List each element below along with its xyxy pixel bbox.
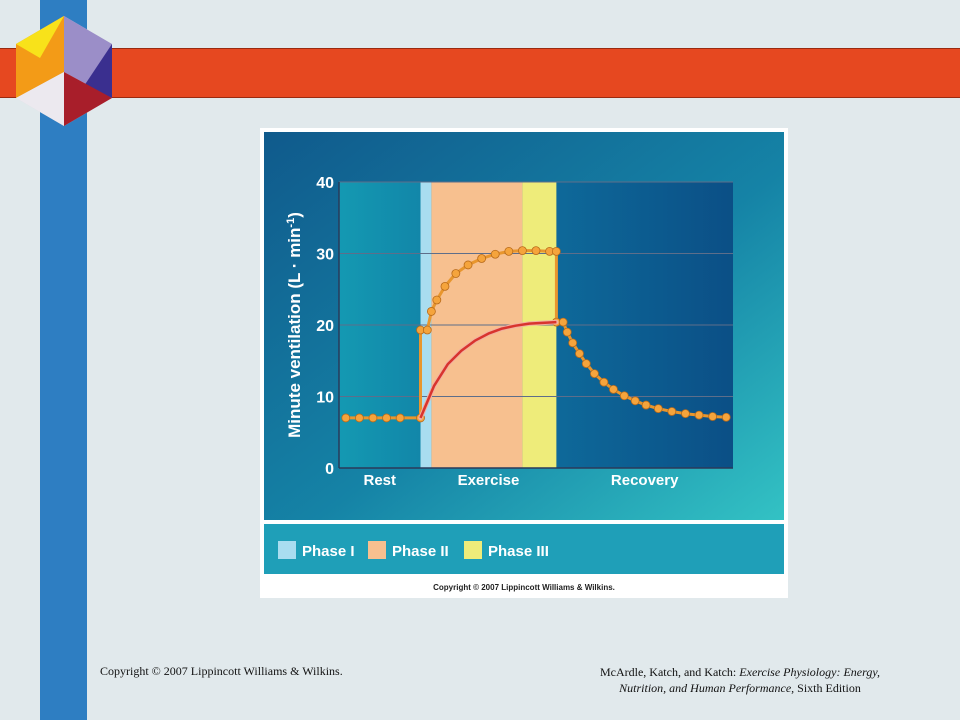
- data-point: [641, 400, 651, 410]
- legend-swatch-1: [278, 541, 296, 559]
- data-point: [354, 413, 364, 423]
- series-2-line: [419, 320, 557, 419]
- ventilation-chart: 0 10 20 30 40 Rest Exercise Recovery Minute vent…: [264, 132, 784, 574]
- data-point: [504, 246, 514, 256]
- figure-panel: 0 10 20 30 40 Rest Exercise Recovery Minute vent…: [260, 128, 788, 598]
- legend-swatch-2: [368, 541, 386, 559]
- footer-citation: McArdle, Katch, and Katch: Exercise Phys…: [560, 664, 920, 696]
- data-point: [562, 327, 572, 337]
- data-point: [382, 413, 391, 423]
- data-point: [422, 325, 432, 335]
- region-label-rest: Rest: [364, 472, 397, 489]
- data-point: [694, 410, 704, 420]
- legend-label-3: Phase III: [488, 543, 549, 560]
- legend-label-1: Phase I: [302, 543, 355, 560]
- y-tick-label: 40: [316, 175, 334, 192]
- data-point: [653, 404, 663, 414]
- citation-title-2: Nutrition, and Human Performance,: [619, 681, 795, 695]
- data-point: [590, 369, 599, 379]
- data-point: [667, 407, 677, 416]
- y-axis-label: Minute ventilation (L · min-1): [285, 212, 304, 438]
- data-point: [341, 413, 351, 423]
- data-point: [551, 246, 561, 256]
- data-point: [630, 396, 640, 406]
- data-point: [575, 349, 584, 359]
- data-point: [708, 412, 718, 421]
- cube-logo: [16, 16, 112, 126]
- data-point: [558, 317, 568, 327]
- data-point: [395, 413, 405, 423]
- data-point: [619, 391, 629, 401]
- data-point: [368, 413, 378, 423]
- data-point: [440, 281, 450, 291]
- region-label-exercise: Exercise: [458, 472, 520, 489]
- data-point: [721, 412, 731, 422]
- figure-copyright: Copyright © 2007 Lippincott Williams & W…: [433, 583, 615, 592]
- data-point: [581, 359, 591, 369]
- citation-edition: Sixth Edition: [797, 681, 861, 695]
- data-point: [531, 246, 541, 256]
- legend-swatch-3: [464, 541, 482, 559]
- y-tick-label: 10: [316, 390, 334, 407]
- y-tick-label: 0: [325, 461, 334, 478]
- data-point: [490, 249, 500, 259]
- data-point: [432, 295, 442, 305]
- legend-label-2: Phase II: [392, 543, 449, 560]
- data-point: [681, 409, 690, 419]
- y-tick-label: 20: [316, 318, 334, 335]
- footer-copyright: Copyright © 2007 Lippincott Williams & W…: [100, 664, 343, 678]
- y-tick-label: 30: [316, 247, 334, 264]
- region-label-recovery: Recovery: [611, 472, 679, 489]
- citation-title-1: Exercise Physiology: Energy,: [739, 665, 881, 679]
- data-point: [463, 260, 473, 270]
- data-point: [518, 246, 527, 256]
- data-point: [426, 307, 436, 316]
- citation-authors: McArdle, Katch, and Katch:: [599, 665, 737, 679]
- top-accent-band: [0, 48, 960, 98]
- data-point: [568, 338, 578, 348]
- data-point: [451, 269, 461, 278]
- data-point: [609, 384, 618, 394]
- data-point: [599, 377, 609, 387]
- data-point: [477, 254, 487, 263]
